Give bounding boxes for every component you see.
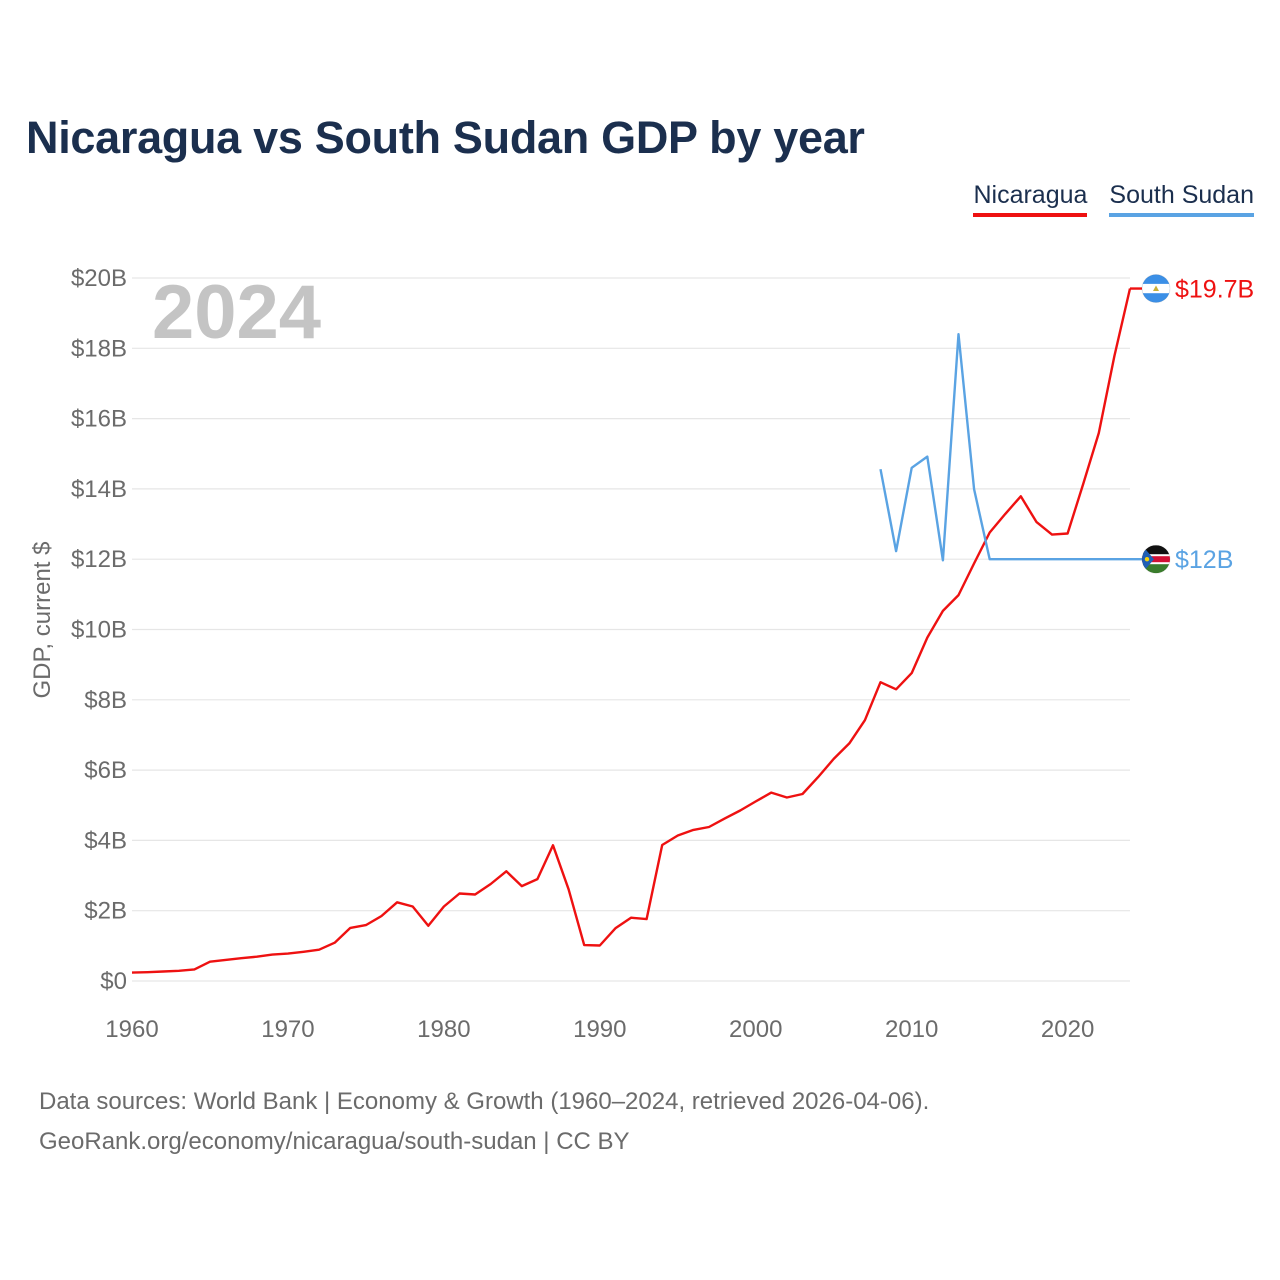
x-tick-label: 2010: [885, 1016, 938, 1043]
year-watermark: 2024: [152, 270, 321, 355]
legend: Nicaragua South Sudan: [973, 180, 1254, 217]
y-tick-label: $4B: [84, 827, 127, 854]
y-tick-label: $6B: [84, 757, 127, 784]
x-tick-label: 2020: [1041, 1016, 1094, 1043]
y-tick-label: $10B: [71, 617, 127, 644]
chart-title: Nicaragua vs South Sudan GDP by year: [26, 112, 865, 163]
end-labels: $19.7B $12B: [1130, 274, 1254, 574]
y-tick-label: $16B: [71, 406, 127, 433]
nicaragua-flag-icon: [1141, 274, 1171, 304]
x-axis-ticks: 1960 1970 1980 1990 2000 2010 2020: [105, 1016, 1094, 1043]
series-line-south-sudan[interactable]: [879, 333, 1131, 562]
south-sudan-flag-icon: [1141, 544, 1171, 574]
series-lines: [131, 288, 1132, 974]
legend-item-nicaragua[interactable]: Nicaragua: [973, 180, 1088, 217]
series-line-nicaragua[interactable]: [131, 288, 1132, 974]
source-line-2: GeoRank.org/economy/nicaragua/south-suda…: [39, 1128, 630, 1155]
end-value-label: $12B: [1175, 546, 1233, 574]
x-tick-label: 1990: [573, 1016, 626, 1043]
y-tick-label: $8B: [84, 687, 127, 714]
x-tick-label: 1960: [105, 1016, 158, 1043]
y-tick-label: $2B: [84, 898, 127, 925]
data-source: Data sources: World Bank | Economy & Gro…: [39, 1082, 929, 1162]
legend-item-south-sudan[interactable]: South Sudan: [1109, 180, 1254, 217]
x-tick-label: 1970: [261, 1016, 314, 1043]
y-tick-label: $18B: [71, 335, 127, 362]
x-tick-label: 1980: [417, 1016, 470, 1043]
y-axis-label: GDP, current $: [29, 542, 56, 699]
grid-lines: [132, 277, 1130, 982]
y-tick-label: $0: [100, 968, 127, 995]
y-axis-ticks: $0 $2B $4B $6B $8B $10B $12B $14B $16B $18B $20B: [71, 265, 127, 995]
y-tick-label: $12B: [71, 546, 127, 573]
y-tick-label: $14B: [71, 476, 127, 503]
end-value-label: $19.7B: [1175, 276, 1254, 304]
y-tick-label: $20B: [71, 265, 127, 292]
x-tick-label: 2000: [729, 1016, 782, 1043]
source-line-1: Data sources: World Bank | Economy & Gro…: [39, 1088, 930, 1115]
